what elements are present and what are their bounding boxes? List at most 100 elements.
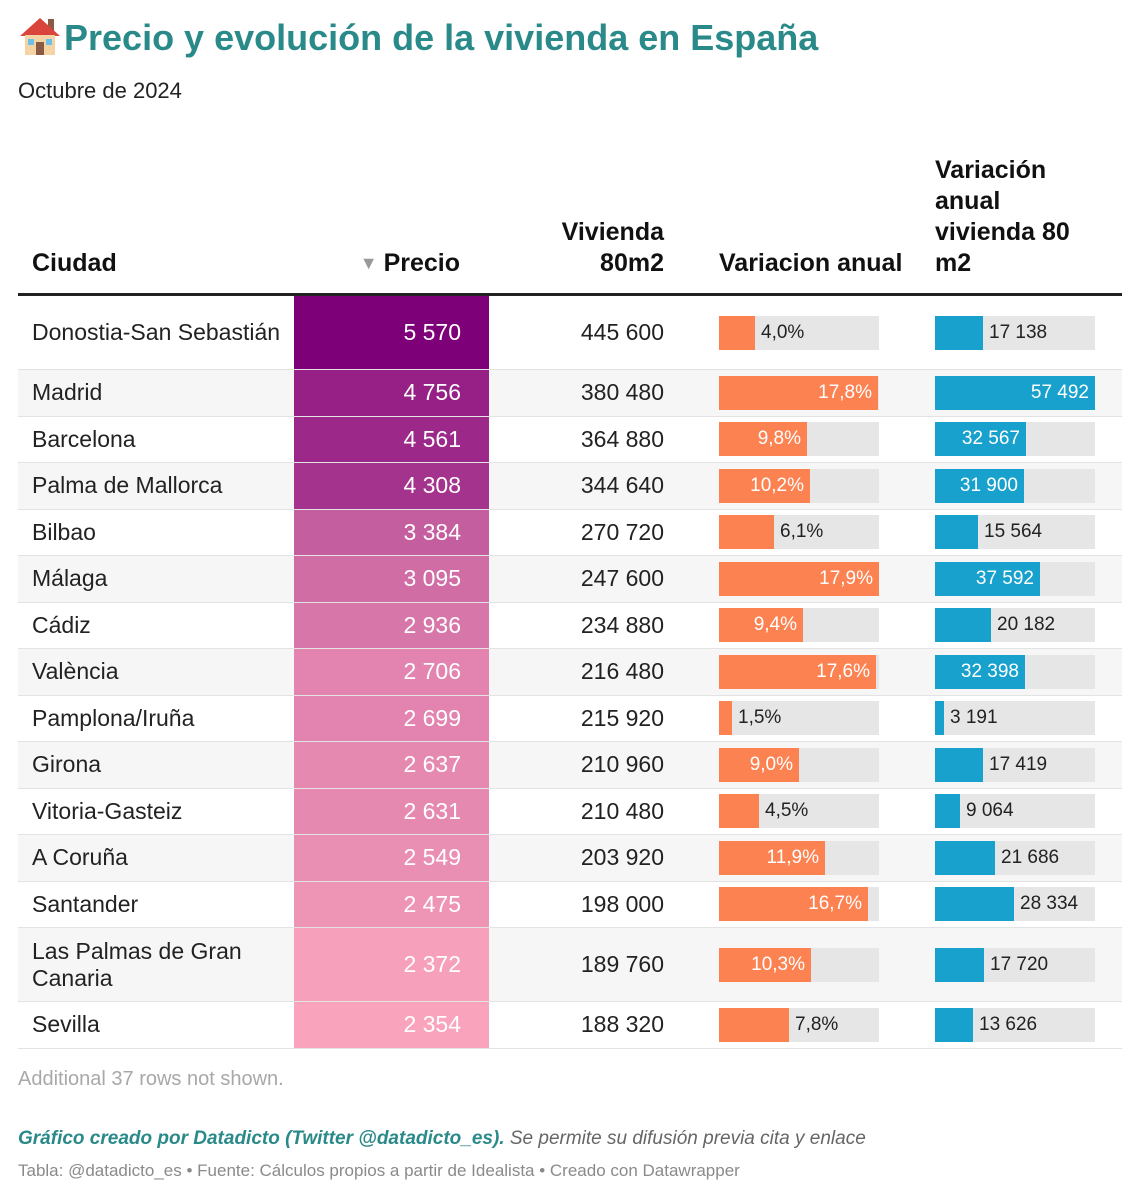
- variation-bar-track: 7,8%: [719, 1007, 879, 1042]
- table-row: Vitoria-Gasteiz 2 631 210 480 4,5% 9 064: [18, 788, 1122, 835]
- variation80-bar-track: 3 191: [935, 701, 1095, 736]
- variation-bar-track: 16,7%: [719, 887, 879, 922]
- variation80-label: 21 686: [1001, 846, 1060, 868]
- column-header-price-label: Precio: [383, 249, 460, 277]
- table-row: Sevilla 2 354 188 320 7,8% 13 626: [18, 1002, 1122, 1049]
- variation-bar: [719, 701, 732, 736]
- cell-price: 4 308: [294, 463, 489, 509]
- cell-city: Barcelona: [32, 425, 136, 452]
- variation80-label: 37 592: [975, 567, 1034, 589]
- variation-bar: [719, 608, 803, 643]
- variation80-bar: [935, 468, 1024, 503]
- cell-house80: 247 600: [580, 565, 664, 592]
- variation80-bar-track: 32 398: [935, 654, 1095, 689]
- table-row: Cádiz 2 936 234 880 9,4% 20 182: [18, 602, 1122, 649]
- variation80-label: 32 398: [960, 660, 1019, 682]
- variation-bar: [719, 468, 810, 503]
- variation-label: 11,9%: [766, 846, 819, 868]
- table-row: Barcelona 4 561 364 880 9,8% 32 567: [18, 416, 1122, 463]
- variation80-bar-track: 31 900: [935, 468, 1095, 503]
- variation-bar-track: 10,2%: [719, 468, 879, 503]
- variation80-label: 9 064: [966, 800, 1014, 822]
- table-row: Palma de Mallorca 4 308 344 640 10,2% 31 900: [18, 463, 1122, 510]
- cell-city: Santander: [32, 890, 139, 917]
- cell-price: 2 699: [294, 695, 489, 741]
- variation-label: 17,6%: [816, 660, 870, 682]
- cell-house80: 215 920: [580, 704, 664, 731]
- variation80-bar-track: 32 567: [935, 422, 1095, 457]
- variation80-bar-track: 28 334: [935, 887, 1095, 922]
- variation-bar-track: 9,8%: [719, 422, 879, 457]
- cell-price: 2 936: [294, 602, 489, 648]
- cell-house80: 188 320: [580, 1011, 664, 1038]
- table-header: Ciudad ▼ Precio Vivienda 80m2 Variacion a…: [18, 148, 1122, 296]
- cell-city: Las Palmas de Gran Canaria: [32, 937, 242, 991]
- variation80-bar-track: 57 492: [935, 375, 1095, 410]
- variation-bar: [719, 947, 811, 982]
- variation80-bar-track: 21 686: [935, 840, 1095, 875]
- cell-house80: 203 920: [580, 844, 664, 871]
- variation-bar-track: 1,5%: [719, 701, 879, 736]
- variation80-label: 32 567: [961, 428, 1020, 450]
- cell-house80: 189 760: [580, 951, 664, 977]
- variation80-bar: [935, 375, 1095, 410]
- variation-bar-track: 4,0%: [719, 315, 879, 350]
- cell-house80: 210 480: [580, 797, 664, 824]
- variation-bar-track: 9,0%: [719, 747, 879, 782]
- more-rows-note: Additional 37 rows not shown.: [18, 1068, 284, 1090]
- cell-house80: 198 000: [580, 890, 664, 917]
- column-header-city[interactable]: Ciudad: [32, 249, 117, 277]
- page-title: Precio y evolución de la vivienda en Esp…: [18, 16, 818, 59]
- column-header-price[interactable]: ▼ Precio: [358, 248, 460, 279]
- variation-label: 9,4%: [753, 614, 797, 636]
- cell-price: 2 475: [294, 881, 489, 927]
- cell-price: 3 384: [294, 509, 489, 555]
- variation-bar: [719, 375, 878, 410]
- cell-house80: 380 480: [580, 379, 664, 406]
- column-header-house80[interactable]: Vivienda 80m2: [561, 218, 664, 277]
- cell-price: 5 570: [294, 296, 489, 369]
- variation80-bar: [935, 887, 1014, 922]
- variation80-label: 17 138: [989, 321, 1048, 343]
- data-table: Ciudad ▼ Precio Vivienda 80m2 Variacion a…: [18, 148, 1122, 1049]
- cell-house80: 270 720: [580, 518, 664, 545]
- variation-label: 9,0%: [749, 753, 793, 775]
- variation-bar-track: 4,5%: [719, 794, 879, 829]
- column-header-variation[interactable]: Variacion anual: [719, 249, 903, 277]
- cell-city: Donostia-San Sebastián: [32, 319, 281, 345]
- table-row: Santander 2 475 198 000 16,7% 28 334: [18, 881, 1122, 928]
- cell-city: Palma de Mallorca: [32, 472, 223, 499]
- cell-price: 2 549: [294, 835, 489, 881]
- variation-bar: [719, 315, 755, 350]
- variation80-bar: [935, 701, 944, 736]
- variation-label: 17,8%: [818, 381, 872, 403]
- table-row: Girona 2 637 210 960 9,0% 17 419: [18, 742, 1122, 789]
- cell-house80: 445 600: [580, 319, 664, 345]
- variation80-bar-track: 17 138: [935, 315, 1095, 350]
- variation80-bar-track: 20 182: [935, 608, 1095, 643]
- variation-bar: [719, 561, 879, 596]
- variation80-bar-track: 9 064: [935, 794, 1095, 829]
- variation80-bar: [935, 1007, 973, 1042]
- credit-strong: Gráfico creado por Datadicto (Twitter @d…: [18, 1128, 505, 1149]
- cell-price: 4 756: [294, 370, 489, 416]
- sort-desc-icon: ▼: [359, 253, 378, 273]
- variation-label: 16,7%: [808, 893, 862, 915]
- house-icon: [20, 18, 60, 55]
- variation-bar: [719, 422, 807, 457]
- variation-label: 10,2%: [750, 474, 804, 496]
- variation80-bar: [935, 515, 978, 550]
- cell-price: 2 631: [294, 788, 489, 834]
- variation-bar-track: 17,9%: [719, 561, 879, 596]
- cell-city: Bilbao: [32, 518, 96, 545]
- cell-city: Vitoria-Gasteiz: [32, 797, 183, 824]
- variation80-label: 15 564: [984, 521, 1043, 543]
- table-row: Donostia-San Sebastián 5 570 445 600 4,0% 17…: [18, 296, 1122, 370]
- cell-city: Málaga: [32, 565, 108, 592]
- table-row: Madrid 4 756 380 480 17,8% 57 492: [18, 370, 1122, 417]
- variation80-label: 31 900: [959, 474, 1018, 496]
- credit-line: Gráfico creado por Datadicto (Twitter @d…: [18, 1128, 866, 1150]
- variation-bar: [719, 887, 868, 922]
- variation-bar-track: 10,3%: [719, 947, 879, 982]
- column-header-variation80[interactable]: Variación anual vivienda 80 m2: [935, 156, 1070, 277]
